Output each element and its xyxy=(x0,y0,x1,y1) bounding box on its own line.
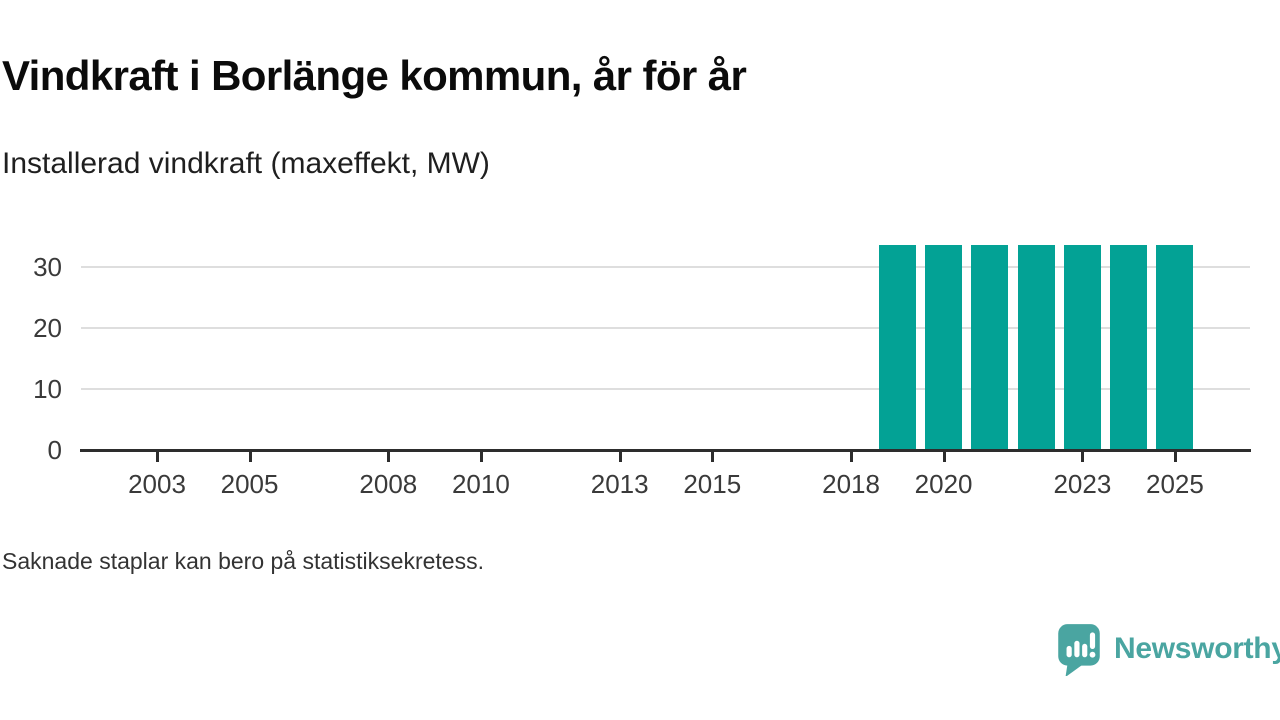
y-axis-label: 0 xyxy=(47,435,62,465)
x-tick-label: 2010 xyxy=(451,469,510,499)
bar-2023 xyxy=(1063,245,1101,450)
x-tick xyxy=(479,452,483,462)
newsworthy-logo-text: Newsworthy xyxy=(1114,632,1280,665)
x-tick xyxy=(942,452,946,462)
gridline xyxy=(81,326,1250,329)
x-tick xyxy=(850,452,854,462)
bar-2021 xyxy=(971,245,1009,450)
newsworthy-logo: Newsworthy xyxy=(1054,622,1280,676)
x-tick-label: 2005 xyxy=(220,469,279,499)
x-tick xyxy=(618,452,622,462)
x-tick xyxy=(1081,452,1085,462)
x-tick-label: 2013 xyxy=(590,469,649,499)
footnote: Saknade staplar kan bero på statistiksek… xyxy=(2,548,484,574)
y-axis-label: 10 xyxy=(33,373,62,404)
bar-2020 xyxy=(925,245,963,450)
x-tick-label: 2025 xyxy=(1146,469,1204,499)
bar-2019 xyxy=(878,245,916,450)
bar-2025 xyxy=(1156,245,1194,450)
x-tick xyxy=(156,452,159,462)
x-tick-label: 2018 xyxy=(822,469,880,499)
x-tick-label: 2015 xyxy=(683,469,742,499)
x-tick-label: 2020 xyxy=(914,469,973,499)
x-tick xyxy=(1173,452,1177,462)
x-tick-label: 2023 xyxy=(1053,469,1112,499)
y-axis-label: 20 xyxy=(33,312,62,343)
x-axis-line xyxy=(80,449,1251,452)
x-tick xyxy=(248,452,252,462)
gridline xyxy=(81,387,1250,390)
chart-subtitle: Installerad vindkraft (maxeffekt, MW) xyxy=(2,147,490,180)
chart-title: Vindkraft i Borlänge kommun, år för år xyxy=(2,52,747,99)
bar-2024 xyxy=(1110,245,1148,450)
bar-2022 xyxy=(1017,245,1055,450)
gridline xyxy=(81,265,1250,268)
y-axis-label: 30 xyxy=(33,251,62,282)
x-tick-label: 2008 xyxy=(359,469,418,499)
x-tick-label: 2003 xyxy=(128,469,186,499)
x-tick xyxy=(711,452,715,462)
newsworthy-logo-icon xyxy=(1058,624,1100,676)
x-tick xyxy=(387,452,391,462)
